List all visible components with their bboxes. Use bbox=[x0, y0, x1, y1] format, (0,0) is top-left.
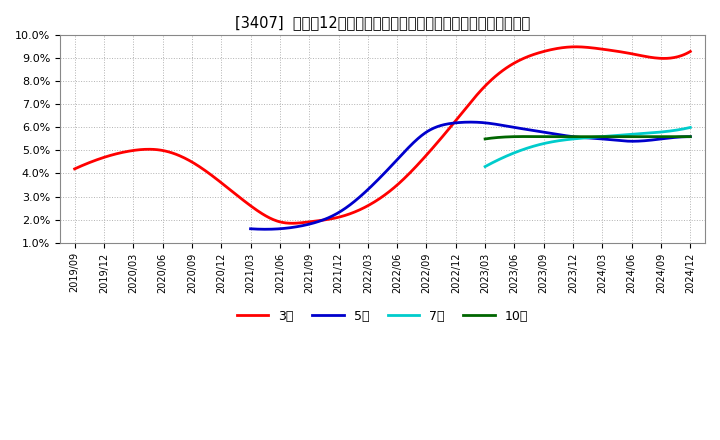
7年 bbox=[603, 134, 611, 139]
5年 bbox=[486, 121, 495, 126]
10年 bbox=[603, 134, 612, 139]
10年 bbox=[579, 134, 588, 139]
3年 bbox=[674, 54, 683, 59]
7年 bbox=[580, 136, 588, 141]
5年 bbox=[467, 120, 475, 125]
7年 bbox=[649, 130, 657, 136]
10年 bbox=[580, 134, 588, 139]
7年 bbox=[481, 164, 490, 169]
10年 bbox=[682, 134, 690, 139]
10年 bbox=[649, 134, 658, 139]
3年 bbox=[364, 203, 373, 208]
5年 bbox=[678, 134, 686, 139]
10年 bbox=[686, 134, 695, 139]
10年 bbox=[521, 134, 530, 139]
7年 bbox=[578, 136, 587, 141]
3年 bbox=[368, 201, 377, 206]
5年 bbox=[246, 226, 255, 231]
10年 bbox=[481, 136, 490, 142]
Line: 5年: 5年 bbox=[251, 122, 690, 229]
3年 bbox=[577, 44, 586, 50]
5年 bbox=[261, 227, 270, 232]
5年 bbox=[456, 120, 464, 125]
7年 bbox=[686, 125, 695, 130]
Title: [3407]  売上高12か月移動合計の対前年同期増減率の平均値の推移: [3407] 売上高12か月移動合計の対前年同期増減率の平均値の推移 bbox=[235, 15, 530, 30]
5年 bbox=[686, 134, 695, 139]
7年 bbox=[592, 135, 600, 140]
3年 bbox=[287, 220, 296, 226]
Line: 10年: 10年 bbox=[485, 136, 690, 139]
5年 bbox=[510, 125, 518, 130]
5年 bbox=[459, 120, 467, 125]
10年 bbox=[593, 134, 601, 139]
7年 bbox=[681, 126, 690, 131]
3年 bbox=[438, 134, 446, 139]
Line: 3年: 3年 bbox=[75, 47, 690, 223]
3年 bbox=[686, 49, 695, 54]
3年 bbox=[571, 44, 580, 49]
3年 bbox=[405, 171, 413, 176]
5年 bbox=[608, 137, 617, 143]
Line: 7年: 7年 bbox=[485, 128, 690, 167]
Legend: 3年, 5年, 7年, 10年: 3年, 5年, 7年, 10年 bbox=[232, 304, 533, 327]
3年 bbox=[71, 166, 79, 172]
